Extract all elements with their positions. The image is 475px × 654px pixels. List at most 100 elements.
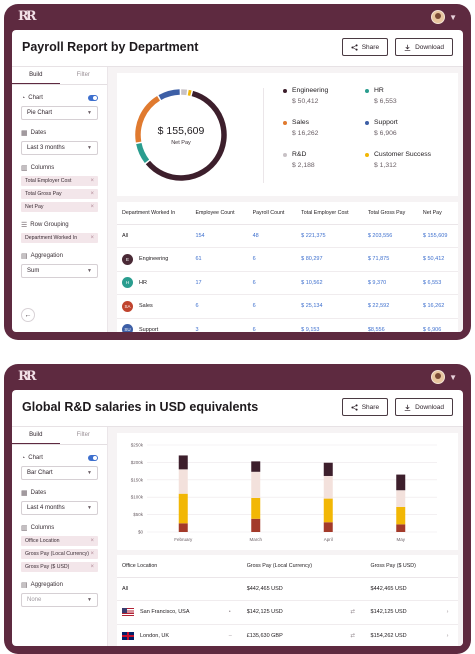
legend-dot xyxy=(365,89,369,93)
aggregation-select[interactable]: None ▼ xyxy=(21,593,98,607)
column-header[interactable]: Department Worked In xyxy=(117,202,190,224)
bar-segment[interactable] xyxy=(396,524,405,532)
remove-icon[interactable]: × xyxy=(90,191,94,197)
bar-segment[interactable] xyxy=(396,490,405,507)
legend-value: $ 6,553 xyxy=(374,98,443,105)
column-chip[interactable]: Gross Pay (Local Currency)× xyxy=(21,549,98,559)
table-row[interactable]: All$442,465 USD$442,465 USD xyxy=(117,577,458,601)
app-window-rnd: RR ▼ Global R&D salaries in USD equivale… xyxy=(4,364,471,654)
aggregation-label: Aggregation xyxy=(31,253,63,259)
dates-select[interactable]: Last 4 months ▼ xyxy=(21,501,98,515)
app-logo[interactable]: RR xyxy=(18,9,34,24)
bar-segment[interactable] xyxy=(324,499,333,523)
row-grouping-chip[interactable]: Department Worked In× xyxy=(21,233,98,243)
legend-item: Support$ 6,906 xyxy=(365,119,443,137)
dates-value: Last 4 months xyxy=(27,505,65,511)
location-name: San Francisco, USA xyxy=(140,609,190,615)
avatar[interactable] xyxy=(431,10,445,24)
app-logo[interactable]: RR xyxy=(18,369,34,384)
column-header[interactable]: Net Pay xyxy=(418,202,458,224)
tab-build[interactable]: Build xyxy=(12,67,60,84)
chevron-down-icon[interactable]: ▼ xyxy=(449,373,457,382)
column-chip[interactable]: Total Gross Pay× xyxy=(21,189,98,199)
chart-type-select[interactable]: Pie Chart ▼ xyxy=(21,106,98,120)
bar-segment[interactable] xyxy=(396,507,405,524)
remove-icon[interactable]: × xyxy=(90,538,94,544)
bar-segment[interactable] xyxy=(324,476,333,499)
bar-segment[interactable] xyxy=(179,455,188,469)
tab-build[interactable]: Build xyxy=(12,427,60,444)
chevron-right-icon[interactable] xyxy=(442,577,458,601)
table-cell: 6 xyxy=(190,295,247,319)
bar-segment[interactable] xyxy=(251,519,260,532)
table-cell: $ 25,134 xyxy=(296,295,363,319)
remove-icon[interactable]: × xyxy=(90,551,94,557)
dates-select[interactable]: Last 3 months ▼ xyxy=(21,141,98,155)
chevron-right-icon[interactable]: › xyxy=(442,624,458,646)
bar-segment[interactable] xyxy=(251,498,260,519)
chevron-right-icon[interactable]: › xyxy=(442,601,458,625)
chevron-down-icon[interactable]: ▼ xyxy=(449,13,457,22)
gross-local-cell: £135,630 GBP xyxy=(242,624,346,646)
remove-icon[interactable]: × xyxy=(90,235,94,241)
remove-icon[interactable]: × xyxy=(90,564,94,570)
bar-segment[interactable] xyxy=(179,523,188,532)
avatar[interactable] xyxy=(431,370,445,384)
column-chip[interactable]: Gross Pay ($ USD)× xyxy=(21,562,98,572)
bar-segment[interactable] xyxy=(396,475,405,491)
department-cell: All xyxy=(117,224,190,248)
column-header[interactable]: Payroll Count xyxy=(248,202,297,224)
bar-segment[interactable] xyxy=(179,469,188,493)
column-header[interactable]: Gross Pay (Local Currency) xyxy=(242,555,346,577)
tab-filter[interactable]: Filter xyxy=(60,427,108,444)
column-header[interactable]: Total Gross Pay xyxy=(363,202,418,224)
download-button[interactable]: Download xyxy=(395,398,453,416)
table-cell: 6 xyxy=(248,248,297,272)
table-cell: $ 80,297 xyxy=(296,248,363,272)
row-grouping-label-row: ☰ Row Grouping xyxy=(21,220,98,230)
share-button[interactable]: Share xyxy=(342,398,388,416)
back-button[interactable]: ← xyxy=(21,308,35,322)
share-button[interactable]: Share xyxy=(342,38,388,56)
chart-toggle[interactable] xyxy=(88,95,98,101)
x-tick-label: April xyxy=(324,537,333,542)
aggregation-value: None xyxy=(27,597,41,603)
table-row[interactable]: San Francisco, USA•$142,125 USD⇄$142,125… xyxy=(117,601,458,625)
bar-segment[interactable] xyxy=(251,461,260,471)
column-chip[interactable]: Total Employer Cost× xyxy=(21,176,98,186)
aggregation-select[interactable]: Sum ▼ xyxy=(21,264,98,278)
column-header[interactable]: Gross Pay ($ USD) xyxy=(366,555,442,577)
y-tick-label: $100k xyxy=(131,495,144,500)
download-button[interactable]: Download xyxy=(395,38,453,56)
bar-segment[interactable] xyxy=(324,463,333,476)
chart-toggle[interactable] xyxy=(88,455,98,461)
column-header[interactable]: Office Location xyxy=(117,555,224,577)
bar-segment[interactable] xyxy=(324,522,333,532)
column-chip[interactable]: Office Location× xyxy=(21,536,98,546)
table-row[interactable]: London, UK–£135,630 GBP⇄$154,262 USD› xyxy=(117,624,458,646)
location-name: London, UK xyxy=(140,633,169,639)
y-tick-label: $200k xyxy=(131,460,144,465)
department-name: All xyxy=(122,233,128,239)
bar-segment[interactable] xyxy=(251,472,260,498)
bar-segment[interactable] xyxy=(179,494,188,524)
title-bar: Global R&D salaries in USD equivalents S… xyxy=(12,390,463,427)
chevron-down-icon: ▼ xyxy=(87,110,92,116)
remove-icon[interactable]: × xyxy=(90,178,94,184)
chart-label-row: ◔ Chart xyxy=(21,93,98,103)
row-grouping-label: Row Grouping xyxy=(30,222,68,228)
tab-filter[interactable]: Filter xyxy=(60,67,108,84)
department-name: Support xyxy=(139,327,158,332)
column-chip[interactable]: Net Pay× xyxy=(21,202,98,212)
remove-icon[interactable]: × xyxy=(90,204,94,210)
column-header[interactable]: Employee Count xyxy=(190,202,247,224)
dates-value: Last 3 months xyxy=(27,145,65,151)
column-header[interactable]: Total Employer Cost xyxy=(296,202,363,224)
chart-type-select[interactable]: Bar Chart ▼ xyxy=(21,466,98,480)
